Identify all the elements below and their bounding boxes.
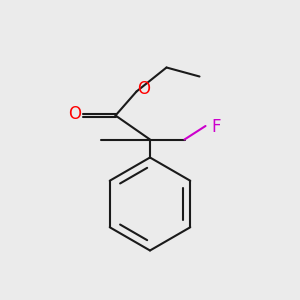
Text: F: F <box>211 118 221 136</box>
Text: O: O <box>137 80 151 98</box>
Text: O: O <box>68 105 82 123</box>
